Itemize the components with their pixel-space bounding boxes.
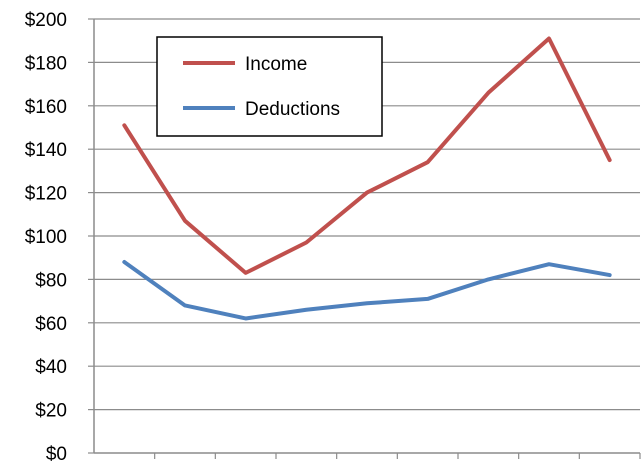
y-tick-label: $160 <box>25 97 67 118</box>
y-tick-label: $140 <box>25 140 67 161</box>
legend: Income Deductions <box>156 36 383 137</box>
series-line-deductions <box>122 260 612 321</box>
legend-box <box>156 36 383 137</box>
y-tick-label: $40 <box>35 357 67 378</box>
y-tick-label: $120 <box>25 184 67 205</box>
axes <box>88 18 641 459</box>
y-tick-label: $100 <box>25 227 67 248</box>
y-tick-label: $60 <box>35 314 67 335</box>
y-tick-label: $200 <box>25 10 67 31</box>
series-lines <box>122 36 612 321</box>
y-tick-label: $20 <box>35 401 67 422</box>
y-tick-labels: $0 $20 $40 $60 $80 $100 $120 $140 $160 $180 $200 <box>25 10 67 465</box>
legend-label-income: Income <box>245 54 307 75</box>
legend-label-deductions: Deductions <box>245 99 340 120</box>
y-tick-label: $80 <box>35 270 67 291</box>
y-tick-label: $180 <box>25 53 67 74</box>
y-tick-label: $0 <box>46 444 67 465</box>
